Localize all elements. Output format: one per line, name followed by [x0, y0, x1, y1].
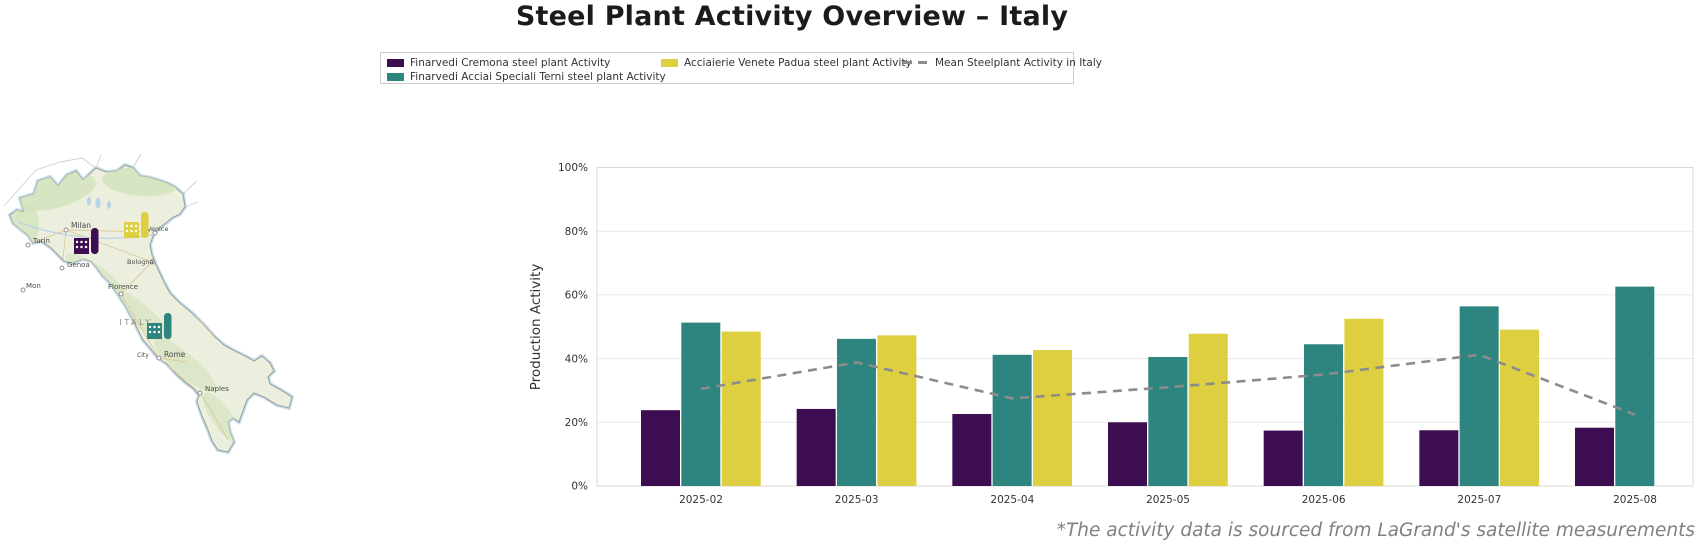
y-tick-label: 100%	[558, 162, 588, 174]
legend-item-2: Acciaierie Venete Padua steel plant Acti…	[661, 55, 912, 70]
city-label: Milan	[71, 221, 91, 230]
y-axis-title: Production Activity	[528, 264, 544, 391]
city-marker-rome: Rome	[156, 350, 186, 361]
city-dot	[63, 227, 69, 233]
italy-map-container: Milan Turin Genoa Mon Venice Bologna Florence R…	[0, 150, 296, 458]
legend-label: Finarvedi Acciai Speciali Terni steel pl…	[410, 71, 666, 83]
mean-activity-line	[700, 353, 1636, 416]
city-label: Rome	[164, 350, 186, 359]
italy-map: Milan Turin Genoa Mon Venice Bologna Florence R…	[3, 153, 295, 455]
city-dot	[156, 355, 162, 361]
city-dot	[118, 291, 124, 297]
bar-series2-2025-07	[1500, 329, 1540, 486]
activity-bar-chart: 0%20%40%60%80%100%2025-02 2025-03 2025-04 2…	[528, 162, 1694, 506]
city-marker-milan: Milan	[63, 221, 91, 233]
y-tick-label: 60%	[565, 290, 588, 302]
bar-series1-2025-06	[1303, 344, 1343, 486]
x-tick-label: 2025-07	[1457, 494, 1501, 506]
bar-series0-2025-03	[796, 408, 836, 486]
city-label: Mon	[26, 282, 41, 290]
city-marker-naples: Naples	[197, 385, 229, 396]
city-label: Naples	[205, 385, 229, 393]
city-label: Venice	[147, 225, 168, 233]
bar-series2-2025-03	[877, 335, 917, 486]
factory-icon	[74, 228, 99, 254]
city-label: Florence	[108, 283, 138, 291]
city-marker-mon: Mon	[20, 282, 41, 293]
bar-series1-2025-03	[836, 338, 876, 486]
city-marker-genoa: Genoa	[59, 261, 90, 271]
data-source-footnote: *The activity data is sourced from LaGra…	[1056, 520, 1695, 541]
city-marker-bologna: Bologna	[127, 258, 155, 266]
bar-series0-2025-08	[1575, 427, 1615, 486]
x-tick-labels: 2025-02 2025-03 2025-04 2025-05 2025-06 2025-…	[679, 494, 1657, 506]
y-tick-labels: 0% 20% 40% 60% 80% 100%	[558, 162, 588, 493]
roads	[27, 229, 229, 441]
city-dot	[149, 259, 155, 265]
city-marker-florence: Florence	[108, 283, 138, 297]
y-tick-label: 0%	[571, 481, 588, 493]
city-marker-venice: Venice	[147, 225, 168, 236]
bar-series1-2025-04	[992, 354, 1032, 486]
x-tick-label: 2025-06	[1302, 494, 1346, 506]
bar-series0-2025-05	[1108, 422, 1148, 486]
x-tick-label: 2025-04	[990, 494, 1034, 506]
city-label: City	[137, 352, 149, 359]
legend-item-0: Finarvedi Cremona steel plant Activity	[387, 55, 659, 70]
bar-series2-2025-02	[721, 331, 761, 486]
map-plants	[74, 212, 172, 339]
legend-item-1: Finarvedi Acciai Speciali Terni steel pl…	[387, 70, 666, 84]
city-dot	[197, 390, 203, 396]
city-marker-turin: Turin	[25, 237, 50, 248]
y-tick-label: 20%	[565, 417, 588, 429]
x-tick-label: 2025-05	[1146, 494, 1190, 506]
bar-series0-2025-04	[952, 414, 992, 486]
city-dot	[20, 287, 26, 293]
map-cities: Milan Turin Genoa Mon Venice Bologna Florence R…	[20, 221, 229, 396]
city-label: Genoa	[67, 261, 90, 269]
bar-series2-2025-04	[1033, 350, 1073, 486]
factory-icon	[124, 212, 149, 238]
bar-series0-2025-06	[1263, 430, 1303, 486]
country-label: ITALY	[120, 318, 153, 327]
bars	[641, 286, 1655, 486]
bar-series2-2025-05	[1188, 333, 1228, 486]
bar-series1-2025-05	[1148, 357, 1188, 486]
city-label: Turin	[32, 237, 50, 245]
legend-color-swatch	[387, 58, 404, 67]
legend-label: Mean Steelplant Activity in Italy	[935, 56, 1102, 69]
bar-series1-2025-07	[1459, 306, 1499, 486]
legend-label: Acciaierie Venete Padua steel plant Acti…	[684, 56, 912, 69]
neighbor-borders	[3, 153, 199, 208]
bar-series1-2025-08	[1615, 286, 1655, 486]
city-dot	[152, 230, 158, 236]
legend-color-swatch	[387, 73, 404, 81]
bar-series0-2025-07	[1419, 430, 1459, 486]
city-dot	[59, 265, 65, 271]
factory-icon	[147, 313, 172, 339]
city-label: Bologna	[127, 258, 153, 266]
city-dot	[25, 242, 31, 248]
y-tick-label: 40%	[565, 353, 588, 365]
bar-series1-2025-02	[681, 322, 721, 486]
chart-legend: Finarvedi Cremona steel plant Activity Fi…	[380, 52, 1102, 84]
legend-label: Finarvedi Cremona steel plant Activity	[410, 56, 611, 69]
bar-series2-2025-06	[1344, 318, 1384, 486]
legend-dash-swatch	[903, 61, 929, 64]
x-tick-label: 2025-03	[835, 494, 879, 506]
y-tick-label: 80%	[565, 226, 588, 238]
bar-series0-2025-02	[641, 410, 680, 486]
activity-chart-container: 0% 20% 40% 60% 80% 100% 2025-02 2025-03 2025-04 2…	[500, 145, 1702, 525]
page-title: Steel Plant Activity Overview – Italy	[515, 1, 1069, 32]
x-tick-label: 2025-02	[679, 494, 723, 506]
legend-color-swatch	[661, 58, 678, 67]
city-marker-city: City	[137, 352, 149, 359]
legend-item-3: Mean Steelplant Activity in Italy	[903, 55, 1102, 70]
x-tick-label: 2025-08	[1613, 494, 1657, 506]
